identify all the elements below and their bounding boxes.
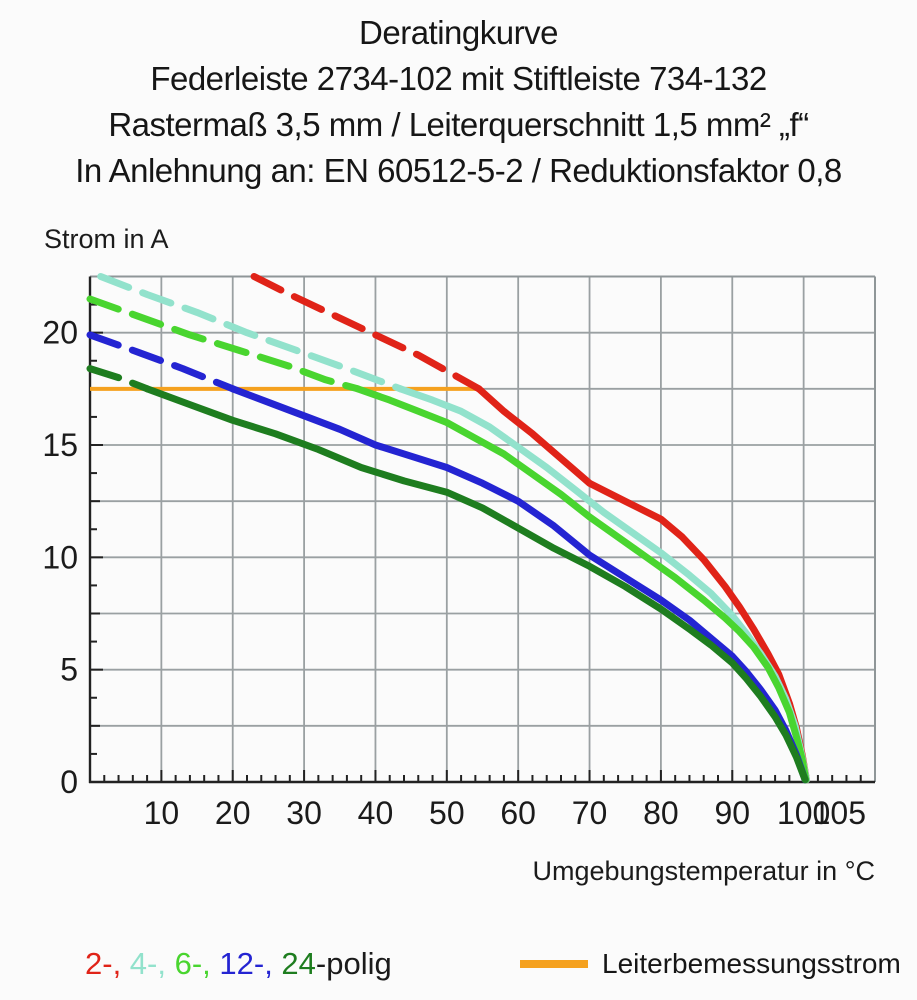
curve-2-polig-solid	[475, 385, 810, 784]
y-tick-label-15: 15	[42, 427, 78, 463]
curve-24-polig-dashed	[86, 365, 151, 393]
legend-pole-item-1: 4-,	[129, 946, 175, 981]
chart-title-block: Deratingkurve Federleiste 2734-102 mit S…	[0, 10, 917, 194]
x-axis-label: Umgebungstemperatur in °C	[532, 856, 875, 886]
rated-current-line-swatch	[520, 960, 588, 968]
chart-subtitle-parts: Federleiste 2734-102 mit Stiftleiste 734…	[150, 60, 767, 97]
curve-4-polig-dashed	[97, 273, 404, 393]
x-tick-label-50: 50	[429, 795, 465, 831]
curve-6-polig-solid	[354, 385, 810, 784]
curve-12-polig-solid	[229, 385, 809, 784]
chart-title: Deratingkurve	[359, 14, 558, 51]
curve-12-polig-dashed	[86, 331, 237, 393]
legend-pole-item-0: 2-,	[85, 946, 130, 981]
y-tick-label-10: 10	[42, 539, 78, 575]
x-tick-label-60: 60	[500, 795, 536, 831]
x-tick-label-10: 10	[144, 795, 180, 831]
x-tick-label-20: 20	[215, 795, 251, 831]
curve-6-polig-dashed	[86, 295, 362, 393]
curve-24-polig-solid	[143, 385, 809, 784]
curve-2-polig-dashed	[250, 273, 483, 393]
x-tick-label-30: 30	[286, 795, 322, 831]
legend-pole-item-4: 24	[281, 946, 316, 981]
x-tick-label-100: 100	[777, 795, 830, 831]
curve-4-polig-solid	[396, 385, 810, 784]
legend-pole-item-3: 12-,	[219, 946, 282, 981]
rated-current-label: Leiterbemessungsstrom	[602, 948, 901, 979]
legend-rated-current: Leiterbemessungsstrom	[520, 944, 901, 984]
chart-subtitle-spec: Rastermaß 3,5 mm / Leiterquerschnitt 1,5…	[108, 106, 809, 143]
y-tick-label-20: 20	[42, 315, 78, 351]
chart-subtitle-standard: In Anlehnung an: EN 60512-5-2 / Reduktio…	[75, 152, 842, 189]
legend-pole-item-5: -polig	[315, 946, 392, 981]
x-tick-label-105: 105	[813, 795, 866, 831]
y-tick-label-0: 0	[60, 764, 78, 800]
x-tick-label-80: 80	[643, 795, 679, 831]
x-tick-label-40: 40	[358, 795, 394, 831]
legend-pole-counts: 2-, 4-, 6-, 12-, 24-polig	[85, 946, 392, 982]
x-tick-label-70: 70	[572, 795, 608, 831]
x-tick-label-90: 90	[714, 795, 750, 831]
legend-pole-item-2: 6-,	[174, 946, 220, 981]
y-tick-label-5: 5	[60, 652, 78, 688]
y-axis-label: Strom in A	[44, 224, 169, 254]
